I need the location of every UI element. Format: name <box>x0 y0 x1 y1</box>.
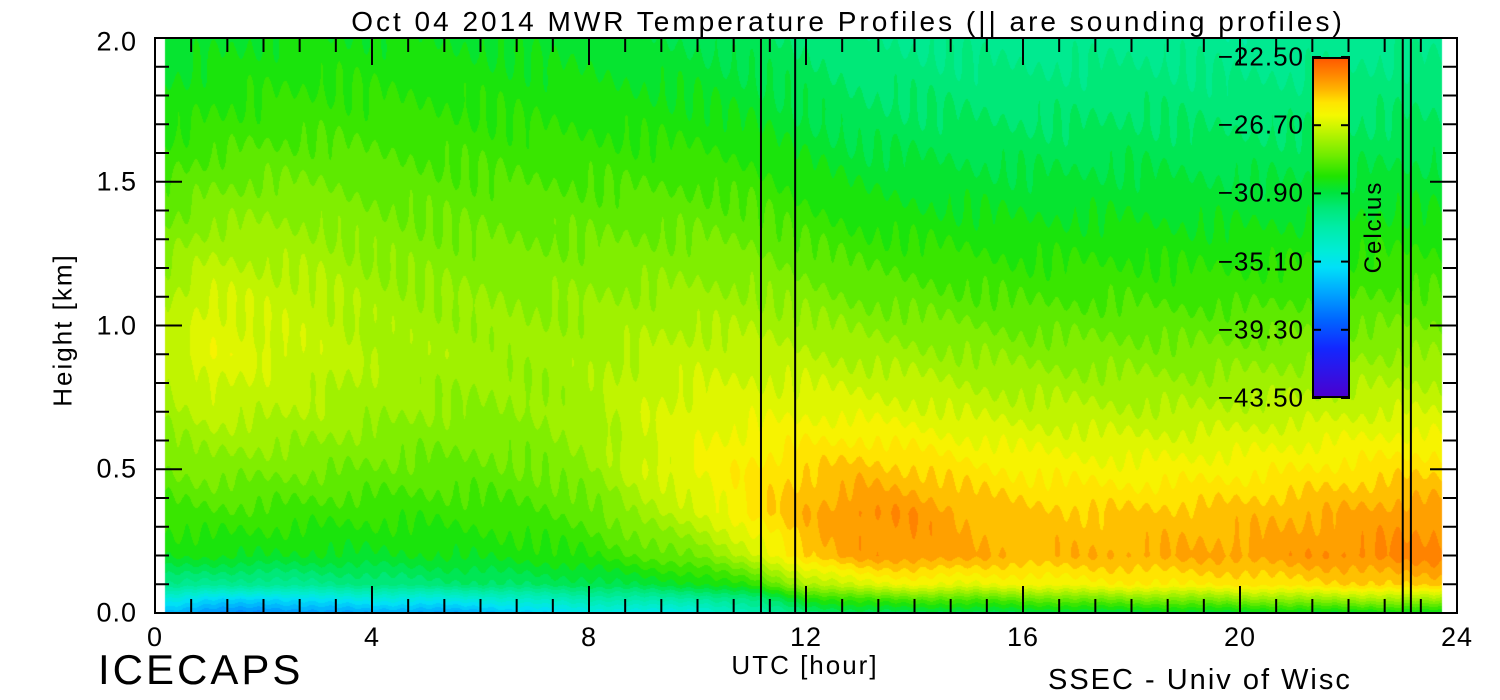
y-tick-label: 1.5 <box>96 166 137 197</box>
colorbar-tick-label: −30.90 <box>1217 177 1304 208</box>
colorbar-tick-label: −39.30 <box>1217 314 1304 345</box>
colorbar <box>1312 57 1350 398</box>
x-tick-label: 24 <box>1440 622 1474 652</box>
colorbar-tick-label: −22.50 <box>1217 41 1304 72</box>
chart-title: Oct 04 2014 MWR Temperature Profiles (||… <box>351 6 1345 37</box>
y-tick-label: 0.5 <box>96 453 137 484</box>
colorbar-tick-label: −26.70 <box>1217 109 1304 140</box>
colorbar-tick-label: −43.50 <box>1217 382 1304 413</box>
x-tick-label: 4 <box>363 622 381 652</box>
y-tick-label: 1.0 <box>96 310 137 340</box>
x-tick-label: 0 <box>146 622 164 652</box>
project-name-text: ICECAPS <box>98 646 304 693</box>
y-tick-label: 2.0 <box>96 26 137 57</box>
institution-text: SSEC - Univ of Wisc <box>1048 664 1352 696</box>
x-tick-label: 8 <box>580 622 598 652</box>
x-tick-label: 16 <box>1006 622 1040 652</box>
colorbar-tick-label: −35.10 <box>1217 246 1304 277</box>
x-tick-label: 12 <box>789 622 823 652</box>
y-tick-label: 0.0 <box>96 597 137 628</box>
x-tick-label: 20 <box>1223 622 1257 652</box>
x-axis-label: UTC [hour] <box>731 650 879 680</box>
colorbar-unit-label: Celcius <box>1360 180 1387 274</box>
